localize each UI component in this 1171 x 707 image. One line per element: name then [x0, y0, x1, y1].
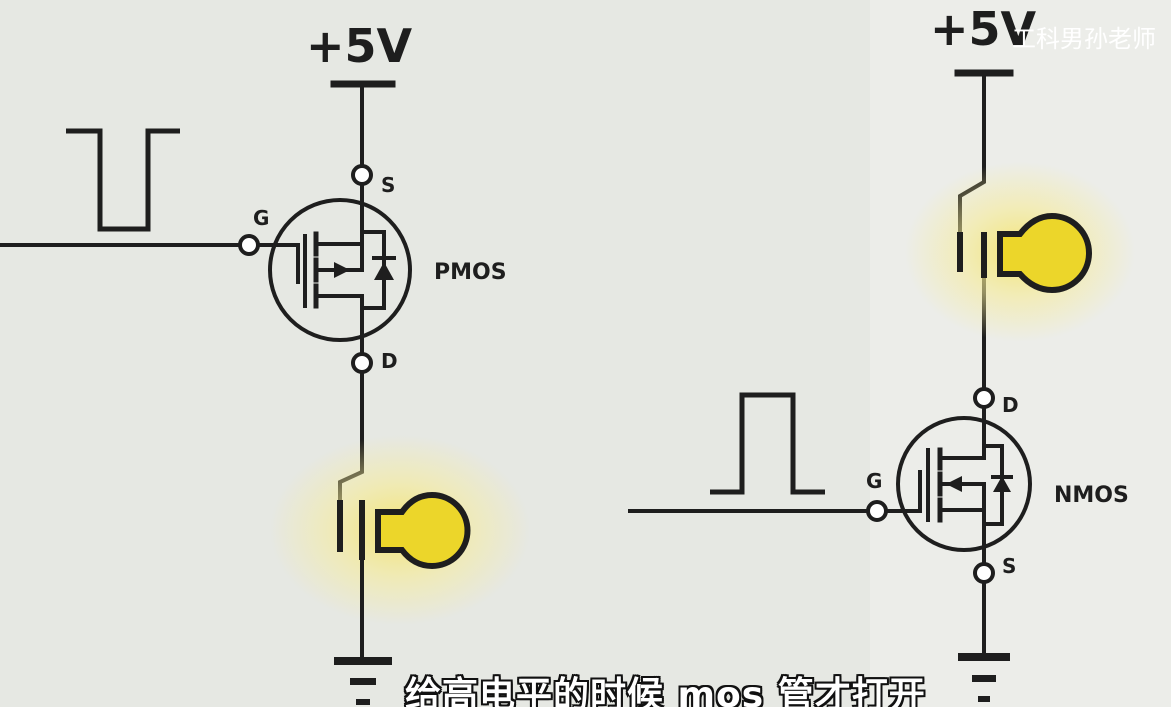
left-ground-icon — [334, 657, 392, 705]
right-source-label: S — [1002, 554, 1016, 578]
right-input-waveform — [710, 392, 825, 495]
left-bulb-glass — [375, 491, 471, 570]
right-drain-terminal — [973, 387, 995, 409]
pmos-body — [268, 198, 412, 342]
left-input-waveform — [66, 128, 180, 232]
left-bulb — [337, 491, 471, 570]
right-gate-terminal — [866, 500, 888, 522]
left-gate-label: G — [253, 206, 269, 230]
left-source-label: S — [381, 173, 395, 197]
right-drain-connection — [938, 442, 986, 460]
right-supply-label: +5V — [930, 2, 1037, 56]
right-source-terminal — [973, 562, 995, 584]
right-diode-triangle-icon — [993, 476, 1011, 492]
left-gate-terminal — [238, 234, 260, 256]
right-panel-background — [870, 0, 1171, 707]
pmos-label: PMOS — [434, 260, 507, 285]
right-gate-lead — [884, 470, 922, 513]
left-supply-label: +5V — [306, 19, 413, 73]
pmos-channel-arrow-icon — [334, 262, 350, 278]
right-bulb — [957, 212, 1092, 294]
left-source-connection — [314, 233, 364, 246]
left-drain-connection — [314, 294, 364, 310]
left-circuit — [0, 80, 412, 502]
right-drain-label: D — [1002, 393, 1019, 417]
left-gate-lead — [256, 243, 300, 284]
right-ground-icon — [958, 653, 1010, 702]
left-diode-triangle-icon — [374, 262, 394, 280]
watermark: 工科男孙老师 — [1012, 25, 1156, 53]
nmos-body — [896, 416, 1032, 552]
nmos-channel-arrow-icon — [946, 476, 962, 492]
subtitle-caption: 给高电平的时候 mos 管才打开 — [405, 675, 926, 707]
nmos-label: NMOS — [1054, 483, 1129, 508]
left-drain-terminal — [351, 352, 373, 374]
right-gate-label: G — [866, 469, 882, 493]
left-source-terminal — [351, 164, 373, 186]
right-bulb-glass — [997, 212, 1092, 294]
left-drain-label: D — [381, 349, 398, 373]
